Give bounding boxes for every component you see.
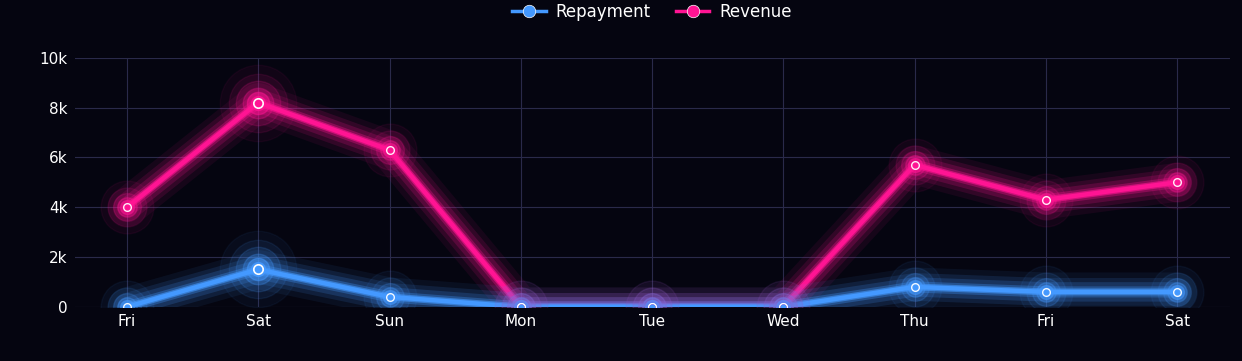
Legend: Repayment, Revenue: Repayment, Revenue — [505, 0, 799, 28]
